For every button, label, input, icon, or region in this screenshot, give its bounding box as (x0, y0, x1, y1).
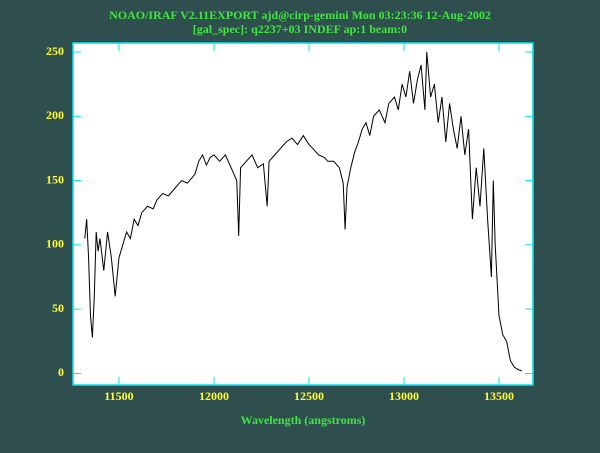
chart-title: NOAO/IRAF V2.11EXPORT ajd@cirp-gemini Mo… (109, 8, 491, 22)
y-tick-label: 100 (46, 237, 64, 251)
y-tick-label: 0 (58, 365, 64, 379)
spectrum-line (84, 51, 522, 372)
y-tick-label: 50 (52, 301, 64, 315)
y-tick-label: 150 (46, 172, 64, 186)
x-tick-label: 12000 (199, 389, 229, 403)
x-tick-label: 12500 (294, 389, 324, 403)
x-tick-label: 13500 (484, 389, 514, 403)
chart-subtitle: [gal_spec]: q2237+03 INDEF ap:1 beam:0 (193, 22, 407, 36)
x-tick-label: 13000 (389, 389, 419, 403)
plot-frame (72, 42, 534, 386)
y-tick-label: 250 (46, 44, 64, 58)
x-axis-label: Wavelength (angstroms) (241, 413, 366, 427)
y-tick-label: 200 (46, 108, 64, 122)
x-tick-label: 11500 (104, 389, 133, 403)
